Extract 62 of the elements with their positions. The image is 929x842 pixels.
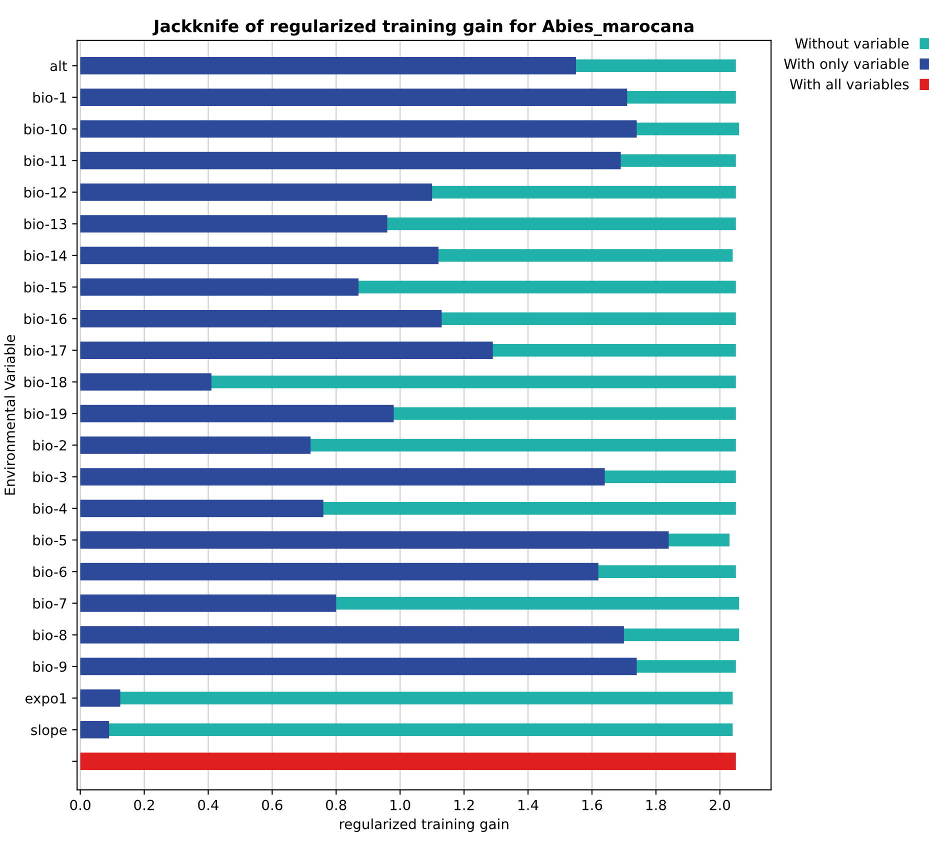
x-tick-label: 2.0 [710, 800, 730, 810]
y-tick-label: bio-1 [33, 92, 66, 103]
y-tick-label: bio-4 [33, 503, 67, 514]
bar [80, 57, 576, 74]
bar [80, 594, 336, 612]
bar [80, 531, 669, 549]
y-axis-title: Environmental Variable [4, 334, 16, 495]
bar [80, 658, 637, 676]
chart-title: Jackknife of regularized training gain for Abies_marocana [152, 19, 694, 36]
x-tick-label: 0.8 [326, 800, 346, 810]
bar [80, 721, 110, 738]
y-tick-label: bio-5 [33, 534, 66, 546]
bar [80, 88, 628, 106]
legend-label: With all variables [790, 78, 909, 90]
bar [80, 373, 212, 391]
bar [80, 752, 736, 770]
x-tick-label: 0.4 [198, 800, 218, 810]
x-tick-label: 1.8 [646, 800, 666, 810]
x-tick-label: 1.0 [390, 800, 410, 810]
y-tick-label: bio-12 [24, 186, 66, 198]
y-tick-label: bio-16 [24, 313, 67, 324]
bar [80, 500, 324, 518]
bar [80, 404, 394, 422]
y-tick-label: bio-6 [33, 566, 67, 578]
y-tick-label: bio-9 [33, 661, 66, 672]
y-tick-label: expo1 [25, 693, 66, 706]
y-tick-label: bio-8 [33, 630, 66, 640]
y-tick-label: bio-18 [24, 376, 66, 388]
y-tick-label: bio-17 [24, 345, 66, 356]
bar [80, 468, 605, 486]
bar [80, 152, 621, 170]
x-tick-label: 0.0 [70, 800, 90, 810]
bar [80, 562, 598, 580]
y-tick-label: bio-19 [24, 408, 66, 419]
y-tick-label: bio-11 [24, 155, 66, 166]
x-tick-label: 1.4 [518, 800, 538, 810]
bar [80, 246, 438, 264]
y-tick-label: bio-2 [33, 440, 66, 451]
y-tick-label: bio-3 [33, 471, 66, 482]
bar [80, 626, 624, 644]
bar [80, 436, 311, 454]
x-tick-label: 1.6 [582, 800, 602, 810]
bar [80, 310, 442, 328]
y-tick-label: bio-10 [24, 124, 66, 134]
bar [80, 120, 637, 138]
x-axis-title: regularized training gain [340, 818, 508, 832]
bar [80, 342, 493, 359]
y-tick-label: alt [50, 60, 68, 72]
y-tick-label: bio-14 [24, 250, 67, 261]
bar [80, 278, 359, 296]
x-tick-label: 1.2 [454, 800, 474, 810]
bar [80, 215, 388, 233]
y-tick-label: bio-13 [24, 218, 66, 230]
y-tick-label: bio-15 [24, 282, 66, 293]
legend-label: Without variable [795, 38, 909, 49]
y-tick-label: slope [31, 724, 67, 738]
y-tick-label: bio-7 [33, 598, 66, 609]
legend-label: With only variable [784, 58, 909, 72]
x-tick-label: 0.6 [262, 800, 282, 810]
bar [80, 183, 432, 201]
x-tick-label: 0.2 [134, 800, 154, 810]
bar [80, 689, 120, 707]
